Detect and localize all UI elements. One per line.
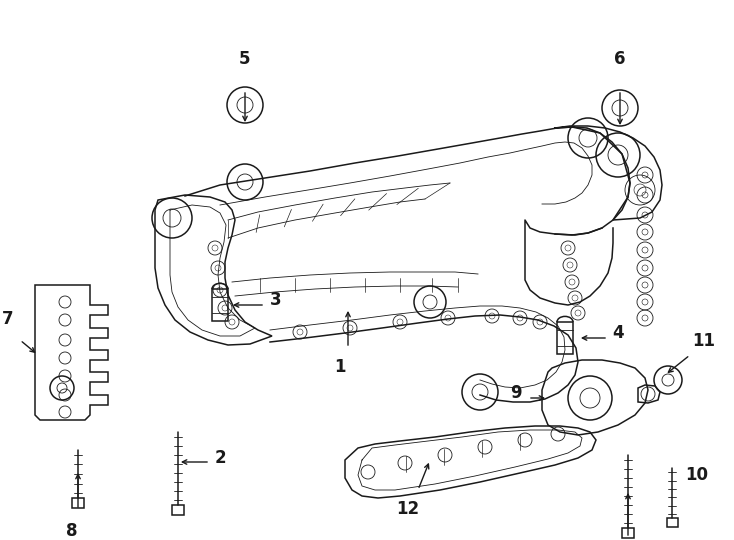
Text: 8: 8	[66, 522, 78, 540]
Text: 4: 4	[612, 324, 624, 342]
Text: 9: 9	[510, 384, 522, 402]
Text: 7: 7	[2, 310, 14, 328]
Text: 10: 10	[685, 466, 708, 484]
Text: 12: 12	[396, 500, 420, 518]
Text: 1: 1	[334, 358, 346, 376]
Text: 2: 2	[215, 449, 227, 467]
Text: 11: 11	[692, 332, 715, 350]
Text: 3: 3	[270, 291, 282, 309]
Text: 5: 5	[239, 50, 251, 68]
Text: 6: 6	[614, 50, 626, 68]
